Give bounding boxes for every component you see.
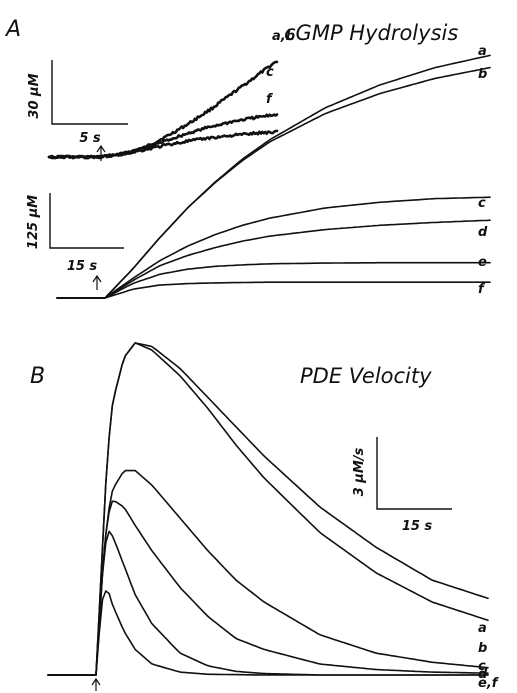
curve-label-2-0: a	[478, 621, 487, 636]
main-x-scale-label: 15 s	[67, 259, 98, 274]
main-stimulus-arrow	[92, 274, 102, 290]
curve-1-5	[56, 281, 491, 299]
curve-label-0-1: c	[266, 65, 274, 80]
curve-1-2	[56, 196, 491, 299]
velocity-curves	[47, 342, 489, 676]
curve-0-2	[47, 129, 279, 160]
curve-label-1-0: a	[478, 44, 487, 59]
inset-scale-bar-lines	[51, 60, 128, 125]
curve-label-1-2: c	[478, 196, 486, 211]
velocity-scale-bar: 3 μM/s 15 s	[352, 437, 452, 534]
inset-x-scale-label: 5 s	[79, 131, 101, 146]
curve-label-1-1: b	[478, 67, 487, 82]
curve-label-2-4: e,f	[478, 676, 500, 691]
curve-label-2-1: b	[478, 641, 487, 656]
curve-label-2-2: c	[478, 659, 486, 674]
main-y-scale-label: 125 μM	[26, 195, 41, 249]
velocity-stimulus-arrow	[91, 677, 101, 691]
inset-curves	[47, 60, 279, 160]
main-scale-bar-lines	[49, 193, 124, 249]
velocity-scale-bar-lines	[376, 437, 452, 510]
curve-label-1-4: e	[478, 255, 487, 270]
main-scale-bar: 125 μM 15 s	[26, 193, 124, 274]
main-curves	[56, 54, 491, 299]
panel-a-title: cGMP Hydrolysis	[284, 21, 458, 45]
curve-2-1	[47, 342, 489, 676]
curve-1-1	[56, 66, 491, 299]
velocity-y-scale-label: 3 μM/s	[352, 447, 367, 496]
inset-y-scale-label: 30 μM	[27, 73, 42, 118]
velocity-x-scale-label: 15 s	[402, 519, 433, 534]
curve-2-4	[47, 530, 489, 676]
curve-1-3	[56, 219, 491, 299]
curve-1-4	[56, 261, 491, 299]
curve-2-2	[47, 469, 489, 676]
curve-label-1-3: d	[478, 225, 488, 240]
panel-b-letter: B	[30, 364, 45, 389]
curve-label-0-0: a,b	[272, 29, 295, 44]
curve-label-0-2: f	[266, 92, 274, 107]
inset-scale-bar: 30 μM 5 s	[27, 60, 128, 146]
curve-2-5	[47, 590, 489, 676]
panel-b-title: PDE Velocity	[300, 364, 432, 388]
curve-1-0	[56, 54, 491, 299]
curve-2-3	[47, 500, 489, 676]
curve-label-2-3: d	[478, 667, 488, 682]
panel-a-letter: A	[4, 17, 21, 42]
curve-label-1-5: f	[478, 282, 486, 297]
